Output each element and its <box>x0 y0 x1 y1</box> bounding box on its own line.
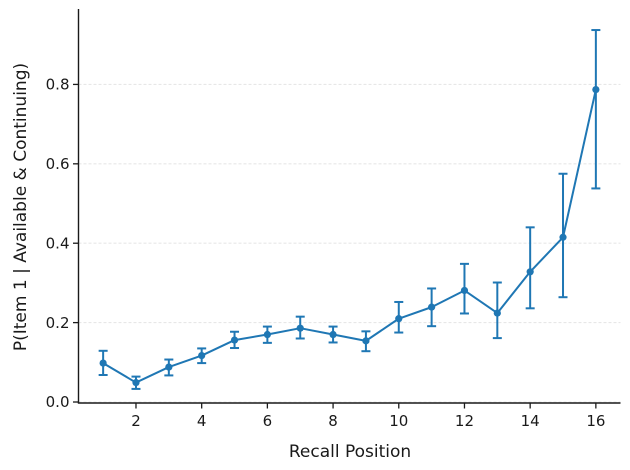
data-point-marker <box>592 85 600 94</box>
data-point-marker <box>263 330 271 339</box>
x-tick-label: 12 <box>455 412 474 430</box>
data-point-marker <box>559 233 567 241</box>
data-point-marker <box>460 286 469 295</box>
x-tick-label: 16 <box>586 412 605 430</box>
x-tick-label: 8 <box>328 412 338 430</box>
data-point-marker <box>230 336 239 344</box>
series-line <box>102 88 597 384</box>
data-point-marker <box>493 309 501 317</box>
y-tick-label: 0.4 <box>46 234 70 252</box>
x-tick-label: 4 <box>197 412 207 430</box>
x-axis-label: Recall Position <box>288 442 412 462</box>
x-tick-label: 10 <box>389 412 408 430</box>
x-tick-label: 6 <box>263 412 273 430</box>
data-point-marker <box>329 330 337 339</box>
data-point-marker <box>132 378 140 387</box>
x-tick-label: 2 <box>131 412 141 430</box>
data-point-marker <box>198 351 206 360</box>
y-tick-label: 0.8 <box>46 76 70 94</box>
data-point-marker <box>362 337 370 345</box>
y-tick-label: 0.0 <box>46 393 70 411</box>
y-tick-label: 0.6 <box>46 155 70 173</box>
y-axis-label: P(Item 1 | Available & Continuing) <box>11 62 31 352</box>
data-point-marker <box>165 363 173 371</box>
data-point-marker <box>99 359 107 367</box>
y-tick-label: 0.2 <box>46 314 70 332</box>
data-point-marker <box>526 268 534 276</box>
x-tick-label: 14 <box>521 412 540 430</box>
data-point-marker <box>428 303 436 311</box>
data-point-marker <box>296 324 304 332</box>
data-point-marker <box>395 315 403 323</box>
